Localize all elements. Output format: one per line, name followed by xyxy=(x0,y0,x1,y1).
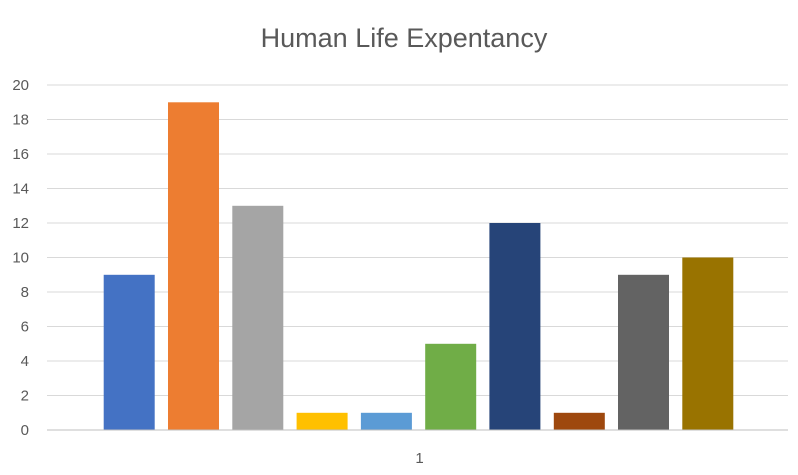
y-tick-label: 12 xyxy=(12,215,29,232)
bar-8 xyxy=(553,412,605,431)
y-tick-label: 14 xyxy=(12,181,29,198)
gridlines xyxy=(47,84,788,396)
bar-5 xyxy=(360,412,412,431)
chart-title: Human Life Expentancy xyxy=(261,23,548,53)
bars xyxy=(103,102,734,431)
x-tick-label: 1 xyxy=(415,450,423,467)
bar-9 xyxy=(618,274,669,431)
y-tick-label: 18 xyxy=(12,112,29,129)
bar-1 xyxy=(103,274,155,431)
bar-7 xyxy=(489,223,541,430)
y-tick-label: 0 xyxy=(21,422,29,439)
bar-4 xyxy=(296,412,348,431)
y-axis-ticks: 0 2 4 6 8 10 12 14 16 18 20 xyxy=(12,77,29,439)
y-tick-label: 16 xyxy=(12,146,29,163)
bar-3 xyxy=(232,205,284,431)
bar-2 xyxy=(168,102,219,431)
y-tick-label: 4 xyxy=(21,353,29,370)
bar-6 xyxy=(425,343,477,431)
y-tick-label: 6 xyxy=(21,319,29,336)
y-tick-label: 20 xyxy=(12,77,29,94)
y-tick-label: 2 xyxy=(21,388,29,405)
x-axis-ticks: 1 xyxy=(415,450,423,467)
bar-10 xyxy=(682,257,734,430)
y-tick-label: 8 xyxy=(21,284,29,301)
y-tick-label: 10 xyxy=(12,250,29,267)
